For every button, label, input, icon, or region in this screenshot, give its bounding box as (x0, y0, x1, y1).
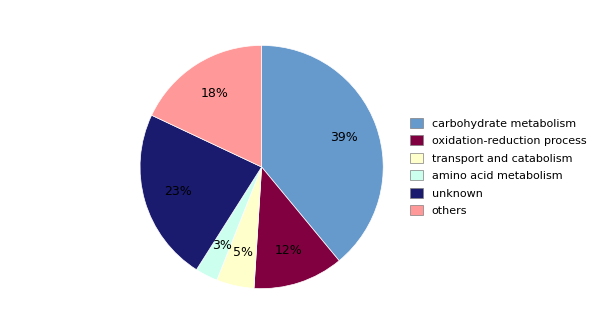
Text: 18%: 18% (201, 87, 229, 100)
Text: 12%: 12% (275, 244, 302, 257)
Text: 5%: 5% (233, 246, 253, 259)
Wedge shape (217, 167, 262, 288)
Text: 23%: 23% (164, 185, 191, 198)
Wedge shape (196, 167, 262, 280)
Wedge shape (254, 167, 339, 289)
Wedge shape (262, 45, 383, 261)
Text: 3%: 3% (212, 238, 232, 252)
Text: 39%: 39% (330, 131, 358, 144)
Wedge shape (140, 115, 262, 270)
Wedge shape (152, 45, 262, 167)
Legend: carbohydrate metabolism, oxidation-reduction process, transport and catabolism, : carbohydrate metabolism, oxidation-reduc… (404, 113, 592, 221)
